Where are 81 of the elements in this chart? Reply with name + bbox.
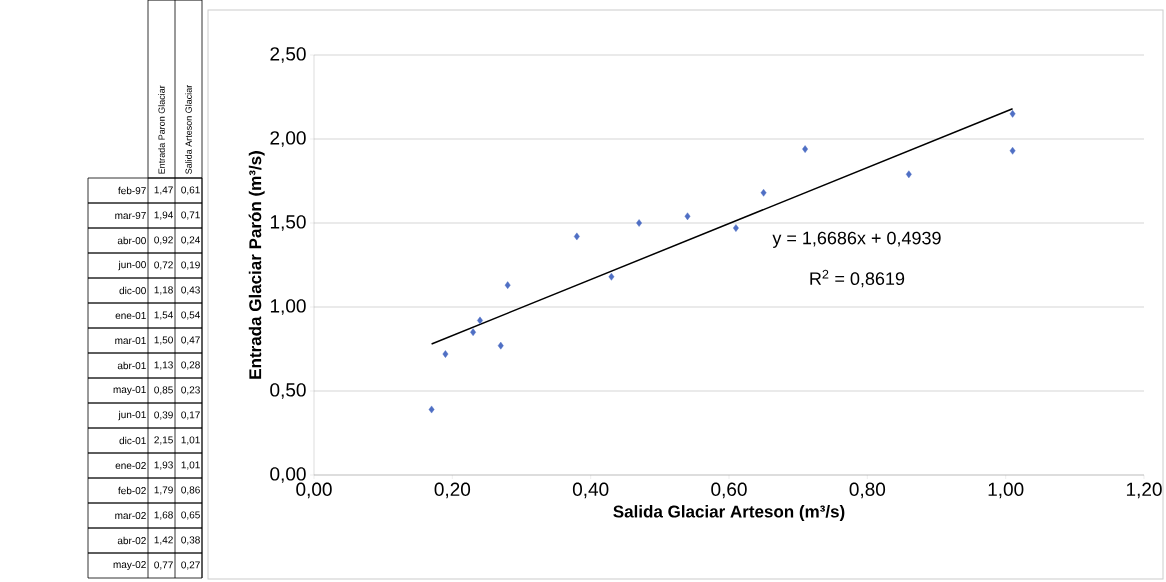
x-tick-label: 0,20	[434, 482, 471, 499]
category-label: dic-01	[119, 436, 146, 445]
point	[760, 188, 767, 197]
data-label: 0,54	[181, 311, 201, 320]
category-label: ene-01	[115, 311, 146, 320]
data-label: 1,13	[154, 361, 173, 370]
data-label: 0,47	[181, 336, 200, 345]
category-label: ene-02	[115, 461, 146, 470]
x-tick-label: 0,80	[849, 482, 886, 499]
category-label: feb-02	[118, 486, 146, 495]
data-label: 0,17	[181, 411, 200, 420]
point	[442, 350, 449, 358]
category-label: may-01	[113, 385, 146, 396]
point	[1009, 146, 1016, 155]
data-label: 0,43	[181, 286, 200, 295]
x-tick-label: 1,00	[988, 482, 1024, 499]
x-axis-title: Salida Glaciar Arteson (m³/s)	[613, 505, 845, 521]
point	[733, 224, 739, 232]
data-label: 1,42	[154, 536, 173, 545]
category-label: abr-00	[117, 236, 146, 245]
category-label: jun-01	[118, 410, 146, 421]
data-label: 0,72	[154, 261, 173, 270]
text: Salida Arteson Glaciar	[185, 84, 192, 174]
category-label: may-02	[113, 560, 146, 571]
data-label: 1,01	[181, 461, 200, 470]
data-label: 0,23	[181, 386, 200, 395]
data-label: 0,92	[154, 236, 173, 245]
data-label: 0,38	[181, 536, 200, 545]
y-axis-title: Entrada Glaciar Parón (m³/s)	[248, 151, 265, 379]
data-label: 0,27	[181, 561, 200, 570]
data-label: 0,77	[154, 561, 173, 570]
y-tick-label: 1,00	[270, 299, 306, 315]
point	[608, 272, 615, 281]
data-label: 1,47	[154, 186, 173, 195]
category-label: jun-00	[118, 260, 146, 271]
point	[905, 170, 912, 179]
x-tick-label: 1,20	[1126, 482, 1162, 499]
data-label: 0,86	[181, 486, 200, 495]
data-label: 1,50	[154, 336, 173, 345]
y-tick-label: 2,00	[270, 131, 306, 147]
x-tick-label: 0,00	[296, 482, 332, 499]
category-label: mar-02	[115, 511, 146, 520]
data-label: 1,93	[154, 461, 173, 470]
data-label: 1,79	[154, 486, 173, 495]
annotation: R$^{2}$ = 0,8619	[810, 269, 905, 288]
point	[684, 212, 691, 221]
category-label: abr-01	[117, 361, 146, 370]
data-label: 1,94	[154, 211, 174, 220]
x-tick-label: 0,40	[572, 482, 609, 499]
y-tick-label: 1,50	[270, 215, 306, 231]
x-tick-label: 0,60	[711, 482, 747, 499]
data-label: 2,15	[154, 436, 173, 445]
data-label: 0,39	[154, 411, 173, 420]
annotation: y = 1,6686x + 0,4939	[772, 231, 941, 248]
data-label: 0,24	[181, 236, 201, 245]
category-label: mar-01	[115, 336, 146, 345]
point	[1009, 110, 1016, 118]
data-label: 1,01	[181, 436, 200, 445]
data-label: 0,65	[181, 511, 200, 520]
point	[802, 145, 808, 153]
point	[573, 232, 580, 241]
y-tick-label: 0,50	[270, 383, 306, 399]
data-label: 0,61	[181, 186, 200, 195]
point	[428, 405, 435, 414]
category-label: abr-02	[117, 536, 146, 545]
category-label: mar-97	[115, 211, 146, 220]
data-label: 1,68	[154, 511, 173, 520]
data-label: 1,18	[154, 286, 173, 295]
y-tick-label: 2,50	[270, 47, 306, 63]
data-label: 0,19	[181, 261, 200, 270]
point	[636, 219, 642, 227]
point	[504, 281, 511, 289]
data-label: 1,54	[154, 311, 174, 320]
text: Entrada Paron Glaciar	[158, 85, 165, 174]
point	[497, 341, 504, 350]
data-label: 0,71	[181, 211, 200, 220]
y-tick-label: 0,00	[270, 467, 306, 483]
data-label: 0,85	[154, 386, 173, 395]
category-label: dic-00	[119, 286, 146, 295]
category-label: feb-97	[118, 186, 146, 195]
data-label: 0,28	[181, 361, 200, 370]
